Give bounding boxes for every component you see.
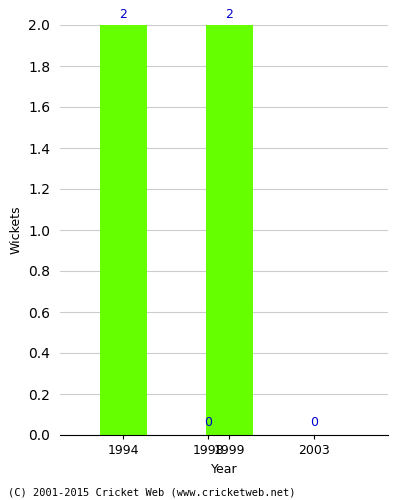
Bar <box>206 25 252 435</box>
Y-axis label: Wickets: Wickets <box>10 206 22 254</box>
Bar <box>100 25 147 435</box>
Text: 2: 2 <box>120 8 128 21</box>
Text: 2: 2 <box>225 8 233 21</box>
X-axis label: Year: Year <box>211 462 237 475</box>
Text: 0: 0 <box>204 416 212 429</box>
Text: (C) 2001-2015 Cricket Web (www.cricketweb.net): (C) 2001-2015 Cricket Web (www.cricketwe… <box>8 488 296 498</box>
Text: 0: 0 <box>310 416 318 429</box>
